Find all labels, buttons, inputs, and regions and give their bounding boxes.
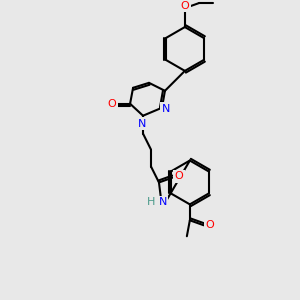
Text: N: N <box>162 104 170 114</box>
Text: N: N <box>159 197 167 207</box>
Text: O: O <box>181 1 189 11</box>
Text: H: H <box>147 197 155 207</box>
Text: O: O <box>108 99 116 109</box>
Text: O: O <box>206 220 214 230</box>
Text: N: N <box>138 119 146 129</box>
Text: O: O <box>175 172 183 182</box>
